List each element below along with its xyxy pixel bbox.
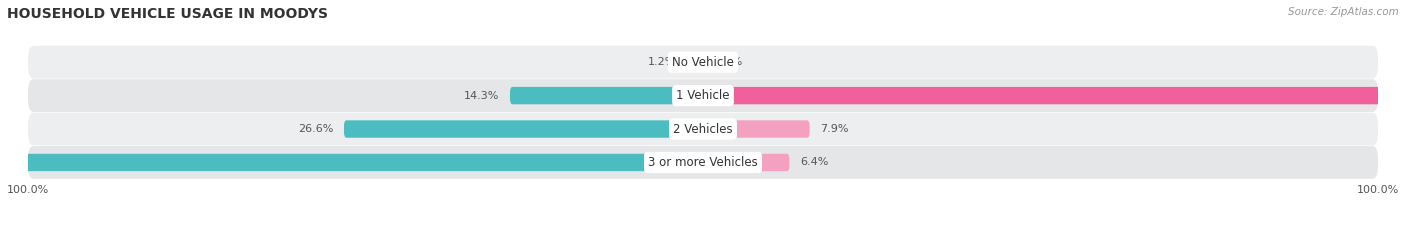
FancyBboxPatch shape [703, 154, 789, 171]
FancyBboxPatch shape [28, 79, 1378, 112]
FancyBboxPatch shape [510, 87, 703, 104]
FancyBboxPatch shape [703, 120, 810, 138]
Text: No Vehicle: No Vehicle [672, 56, 734, 69]
Text: 2 Vehicles: 2 Vehicles [673, 123, 733, 135]
Text: HOUSEHOLD VEHICLE USAGE IN MOODYS: HOUSEHOLD VEHICLE USAGE IN MOODYS [7, 7, 328, 21]
Text: 26.6%: 26.6% [298, 124, 333, 134]
FancyBboxPatch shape [344, 120, 703, 138]
FancyBboxPatch shape [28, 46, 1378, 79]
Legend: Owner-occupied, Renter-occupied: Owner-occupied, Renter-occupied [579, 231, 827, 234]
Text: 6.4%: 6.4% [800, 157, 828, 168]
Text: 14.3%: 14.3% [464, 91, 499, 101]
Text: 0.0%: 0.0% [714, 57, 742, 67]
Text: 1 Vehicle: 1 Vehicle [676, 89, 730, 102]
FancyBboxPatch shape [0, 154, 703, 171]
Text: 1.2%: 1.2% [648, 57, 676, 67]
Text: 7.9%: 7.9% [821, 124, 849, 134]
FancyBboxPatch shape [703, 87, 1406, 104]
FancyBboxPatch shape [28, 113, 1378, 145]
Text: Source: ZipAtlas.com: Source: ZipAtlas.com [1288, 7, 1399, 17]
FancyBboxPatch shape [686, 54, 703, 71]
Text: 3 or more Vehicles: 3 or more Vehicles [648, 156, 758, 169]
FancyBboxPatch shape [28, 146, 1378, 179]
